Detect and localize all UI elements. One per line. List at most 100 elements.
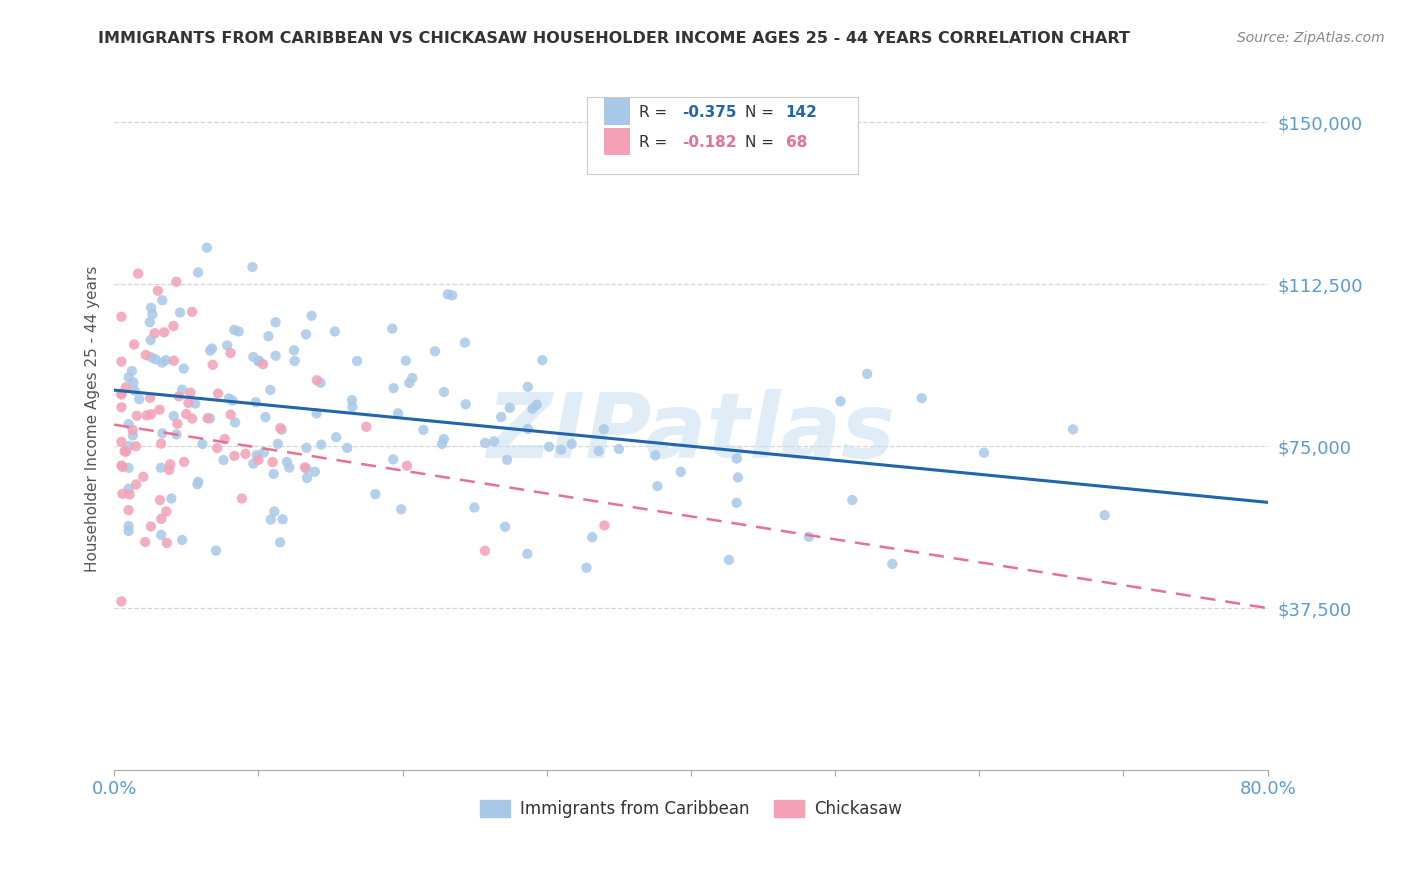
Text: 68: 68 xyxy=(786,135,807,150)
Point xyxy=(117,519,139,533)
Point xyxy=(395,458,418,473)
Point xyxy=(145,352,167,367)
FancyBboxPatch shape xyxy=(605,128,630,155)
Point xyxy=(111,459,134,474)
Point xyxy=(115,444,138,458)
Point xyxy=(340,393,363,408)
Text: IMMIGRANTS FROM CARIBBEAN VS CHICKASAW HOUSEHOLDER INCOME AGES 25 - 44 YEARS COR: IMMIGRANTS FROM CARIBBEAN VS CHICKASAW H… xyxy=(98,31,1130,46)
Point xyxy=(117,460,139,475)
Point xyxy=(117,524,139,538)
Point xyxy=(259,383,281,397)
Text: N =: N = xyxy=(745,104,779,120)
Point xyxy=(717,553,740,567)
Point xyxy=(433,432,456,446)
Point xyxy=(856,367,879,381)
Point xyxy=(117,370,139,384)
Point xyxy=(309,376,332,390)
Point xyxy=(163,353,186,368)
Point xyxy=(169,305,191,319)
Point xyxy=(725,496,748,510)
Point xyxy=(430,437,453,451)
Point xyxy=(398,376,420,390)
Point xyxy=(454,335,477,350)
Point xyxy=(198,343,221,358)
Point xyxy=(128,392,150,407)
Point xyxy=(575,560,598,574)
Point xyxy=(295,441,318,455)
Point xyxy=(295,327,318,342)
Point xyxy=(146,284,169,298)
Point xyxy=(110,354,132,368)
Point xyxy=(454,397,477,411)
Point xyxy=(592,422,614,436)
Point xyxy=(117,482,139,496)
Point xyxy=(191,437,214,451)
Point xyxy=(134,535,156,549)
Point xyxy=(1094,508,1116,523)
Point xyxy=(172,383,194,397)
Point xyxy=(118,487,141,501)
Point xyxy=(174,407,197,421)
Point xyxy=(254,410,277,425)
Point xyxy=(242,260,264,274)
Point xyxy=(496,453,519,467)
Point xyxy=(219,346,242,360)
Point xyxy=(354,419,377,434)
Point xyxy=(278,460,301,475)
Point xyxy=(173,455,195,469)
Point xyxy=(160,491,183,506)
Point xyxy=(125,409,148,423)
Point xyxy=(325,430,347,444)
Point xyxy=(122,376,145,390)
Point xyxy=(301,309,323,323)
Point xyxy=(276,455,298,469)
Point xyxy=(387,406,409,420)
Point xyxy=(186,477,208,491)
Point xyxy=(342,400,364,414)
Point xyxy=(156,536,179,550)
Legend: Immigrants from Caribbean, Chickasaw: Immigrants from Caribbean, Chickasaw xyxy=(472,793,908,825)
Point xyxy=(149,493,172,508)
Point xyxy=(231,491,253,506)
Point xyxy=(669,465,692,479)
Point xyxy=(139,333,162,347)
Point xyxy=(262,455,284,469)
Point xyxy=(228,325,250,339)
Point xyxy=(217,338,239,352)
Point xyxy=(441,288,464,302)
Point xyxy=(247,452,270,467)
Point xyxy=(184,396,207,410)
Point xyxy=(242,350,264,364)
Point xyxy=(797,530,820,544)
Point xyxy=(911,391,934,405)
Point xyxy=(489,409,512,424)
Point xyxy=(433,384,456,399)
Point xyxy=(121,423,143,437)
Point xyxy=(141,351,163,365)
Point xyxy=(494,520,516,534)
Point xyxy=(150,293,173,308)
Point xyxy=(198,411,221,425)
Point xyxy=(305,407,328,421)
Point xyxy=(364,487,387,501)
Point xyxy=(1062,422,1084,436)
Point xyxy=(516,380,538,394)
Point xyxy=(389,502,412,516)
Point xyxy=(110,401,132,415)
Point xyxy=(150,355,173,369)
Point xyxy=(139,315,162,329)
Point xyxy=(252,357,274,371)
Point xyxy=(111,487,134,501)
Point xyxy=(167,389,190,403)
Point xyxy=(139,407,162,421)
Point xyxy=(125,477,148,491)
Point xyxy=(474,436,496,450)
Text: -0.182: -0.182 xyxy=(682,135,737,150)
Point xyxy=(110,387,132,401)
Point xyxy=(162,318,184,333)
Point xyxy=(207,386,229,401)
Point xyxy=(522,401,544,416)
Point xyxy=(235,447,257,461)
Point xyxy=(304,465,326,479)
Point xyxy=(197,411,219,425)
